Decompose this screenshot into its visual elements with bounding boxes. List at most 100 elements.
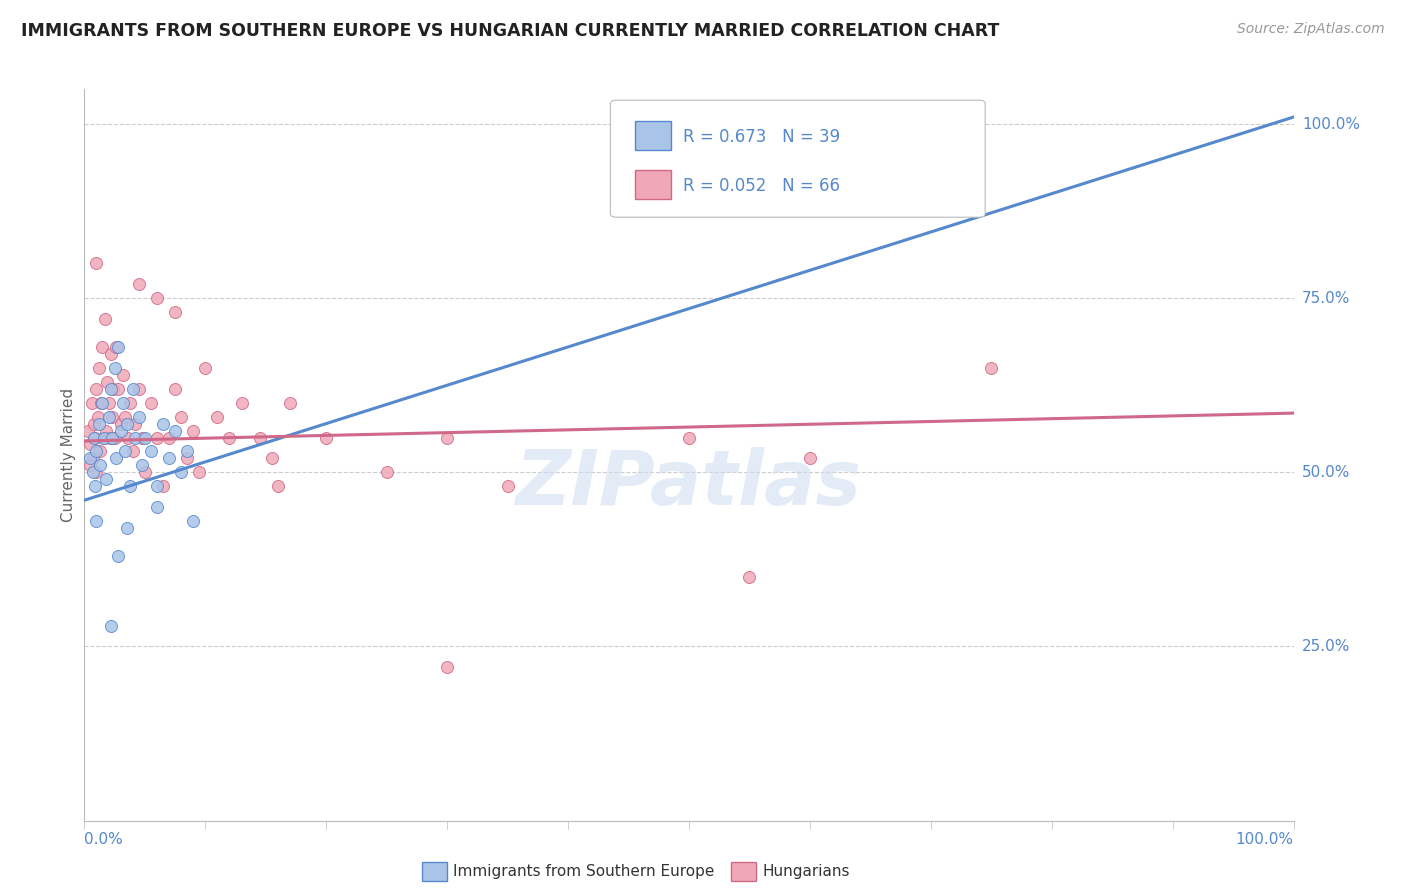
Point [194, 360, 217, 375]
Point [86, 256, 108, 270]
Point [89, 458, 111, 473]
Text: Hungarians: Hungarians [762, 864, 849, 879]
Point [124, 430, 146, 444]
Text: Source: ZipAtlas.com: Source: ZipAtlas.com [1237, 22, 1385, 37]
Point [80, 395, 103, 409]
Point [87, 360, 110, 375]
Point [107, 382, 129, 396]
Point [83, 430, 105, 444]
Text: 0.0%: 0.0% [84, 831, 124, 847]
Point [86, 409, 108, 424]
Point [94, 312, 117, 326]
Point [799, 451, 821, 466]
Text: R = 0.673   N = 39: R = 0.673 N = 39 [683, 128, 839, 145]
Point [77, 424, 100, 438]
Point [124, 417, 146, 431]
Point [90, 395, 112, 409]
Text: ZIPatlas: ZIPatlas [516, 447, 862, 521]
Point [114, 444, 136, 458]
Point [980, 360, 1002, 375]
Point [100, 347, 122, 361]
Point [83, 417, 105, 431]
Point [107, 549, 129, 563]
Point [218, 430, 240, 444]
Point [112, 368, 135, 382]
Point [134, 466, 156, 480]
FancyBboxPatch shape [634, 170, 671, 199]
Point [128, 382, 150, 396]
Point [82, 466, 104, 480]
Point [104, 340, 127, 354]
Point [100, 618, 122, 632]
Text: IMMIGRANTS FROM SOUTHERN EUROPE VS HUNGARIAN CURRENTLY MARRIED CORRELATION CHART: IMMIGRANTS FROM SOUTHERN EUROPE VS HUNGA… [21, 22, 1000, 40]
Point [115, 417, 138, 431]
Point [91, 340, 114, 354]
Point [146, 430, 169, 444]
Point [94, 424, 117, 438]
Text: 25.0%: 25.0% [1302, 639, 1350, 654]
Point [165, 305, 187, 319]
Point [165, 424, 187, 438]
Point [110, 417, 132, 431]
Point [79, 458, 101, 473]
Point [128, 277, 150, 292]
Point [436, 430, 458, 444]
Point [260, 451, 283, 466]
Point [93, 430, 115, 444]
Point [207, 409, 229, 424]
Point [146, 500, 169, 515]
Point [170, 409, 193, 424]
Point [112, 395, 135, 409]
Point [131, 430, 153, 444]
Point [82, 451, 104, 466]
Point [94, 472, 117, 486]
Point [249, 430, 271, 444]
Point [104, 430, 127, 444]
Text: 100.0%: 100.0% [1236, 831, 1294, 847]
Point [89, 444, 111, 458]
Point [176, 444, 198, 458]
Point [117, 430, 139, 444]
Point [231, 395, 253, 409]
Point [96, 375, 118, 389]
Point [114, 409, 136, 424]
Point [101, 409, 124, 424]
Point [110, 424, 132, 438]
Point [157, 430, 180, 444]
Point [97, 409, 120, 424]
Point [157, 451, 180, 466]
Point [146, 479, 169, 493]
Point [496, 479, 519, 493]
Point [86, 382, 108, 396]
Point [267, 479, 290, 493]
Point [170, 466, 193, 480]
FancyBboxPatch shape [610, 100, 986, 218]
Point [79, 451, 101, 466]
Point [93, 430, 115, 444]
Point [86, 514, 108, 528]
Point [84, 430, 107, 444]
Point [97, 395, 120, 409]
Point [107, 340, 129, 354]
Point [91, 395, 114, 409]
Point [128, 409, 150, 424]
Point [165, 382, 187, 396]
Point [738, 570, 761, 584]
Point [101, 430, 124, 444]
Point [188, 466, 211, 480]
Point [436, 660, 458, 674]
Point [87, 417, 110, 431]
Point [79, 437, 101, 451]
Point [678, 430, 700, 444]
Point [139, 444, 162, 458]
Point [84, 479, 107, 493]
Point [139, 395, 162, 409]
Point [121, 444, 143, 458]
Point [375, 466, 398, 480]
Text: Immigrants from Southern Europe: Immigrants from Southern Europe [453, 864, 714, 879]
Point [98, 430, 121, 444]
Point [104, 360, 127, 375]
FancyBboxPatch shape [634, 120, 671, 150]
Point [176, 451, 198, 466]
Point [181, 424, 204, 438]
